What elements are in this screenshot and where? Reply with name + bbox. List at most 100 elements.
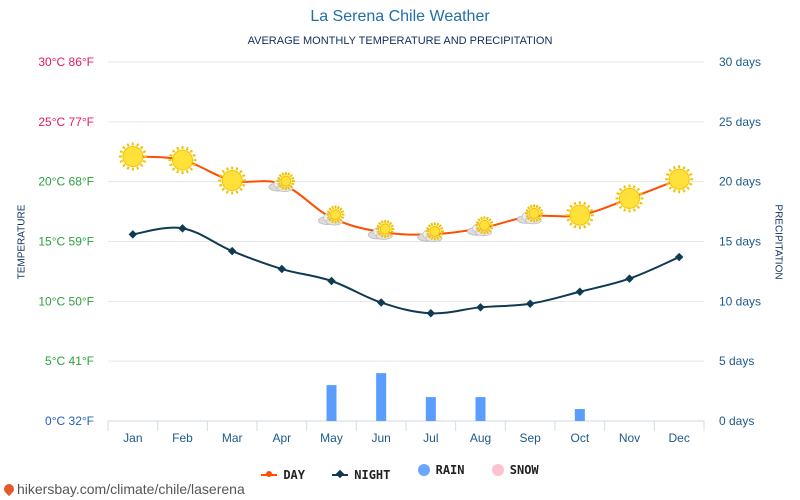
y-tick-right: 15 days xyxy=(719,235,761,249)
sun-ray xyxy=(126,166,130,170)
night-point xyxy=(227,246,237,256)
sun-ray xyxy=(566,208,571,212)
legend-rain-label: RAIN xyxy=(435,463,465,477)
legend-night[interactable]: NIGHT xyxy=(332,468,390,482)
sun-ray xyxy=(122,163,126,168)
sun-ray xyxy=(569,204,573,209)
sun-ray xyxy=(221,169,226,174)
sun-ray xyxy=(239,187,243,192)
sun-ray xyxy=(281,172,285,176)
x-tick-label: Jun xyxy=(371,431,390,445)
sun-ray xyxy=(278,184,283,189)
sun-ray xyxy=(573,201,577,206)
sun-ray xyxy=(326,215,331,219)
sun-ray xyxy=(142,159,147,163)
sun-ray xyxy=(535,218,539,223)
small-sun-icon xyxy=(276,172,295,191)
sun-ray xyxy=(380,234,384,238)
sun-ray xyxy=(218,174,223,178)
sun-ray xyxy=(668,186,673,190)
sun-icon xyxy=(565,201,594,230)
legend-rain[interactable]: RAIN xyxy=(417,463,465,477)
sun-disc xyxy=(619,187,640,209)
sun-ray xyxy=(235,190,239,194)
sun-ray xyxy=(241,183,246,187)
sun-ray xyxy=(525,214,530,218)
sun-ray xyxy=(535,204,539,209)
night-point xyxy=(426,309,436,318)
sun-ray xyxy=(136,166,140,170)
sun-ray xyxy=(438,234,442,239)
y-tick-right: 30 days xyxy=(719,55,761,69)
sun-ray xyxy=(221,187,226,192)
sun-ray xyxy=(390,230,394,234)
x-tick-label: May xyxy=(320,431,343,445)
sun-ray xyxy=(390,224,394,228)
sun-ray xyxy=(436,236,440,241)
sun-ray xyxy=(672,189,676,193)
sun-ray xyxy=(241,174,246,178)
sun-ray xyxy=(616,201,620,205)
sun-ray xyxy=(171,149,176,154)
small-sun-icon xyxy=(326,205,345,224)
sun-ray xyxy=(192,163,196,167)
sun-disc xyxy=(479,219,490,231)
sun-ray xyxy=(682,189,686,193)
x-tick-label: Oct xyxy=(570,431,589,445)
legend-day[interactable]: DAY xyxy=(261,468,305,482)
legend-snow-label: SNOW xyxy=(509,463,539,477)
sun-ray xyxy=(616,192,620,196)
night-point xyxy=(476,303,485,312)
source-link[interactable]: hikersbay.com/climate/chile/laserena xyxy=(1,481,245,497)
sun-ray xyxy=(336,219,340,224)
sun-ray xyxy=(589,208,594,212)
sun-disc xyxy=(172,149,193,171)
sun-disc xyxy=(122,146,144,168)
sun-ray xyxy=(277,176,281,180)
sun-ray xyxy=(192,153,196,157)
sun-disc xyxy=(528,207,540,219)
sun-ray xyxy=(539,209,543,212)
sun-ray xyxy=(218,183,223,187)
sun-ray xyxy=(489,220,494,224)
night-line xyxy=(132,226,680,315)
x-tick-label: Sep xyxy=(519,431,541,445)
sun-ray xyxy=(527,206,531,210)
sun-ray xyxy=(427,224,432,228)
sun-ray xyxy=(636,205,641,210)
sun-ray xyxy=(331,205,335,210)
y-tick-right: 10 days xyxy=(719,294,761,308)
night-point xyxy=(625,274,634,283)
rain-bar xyxy=(425,397,436,421)
rain-bar xyxy=(475,397,486,421)
location-pin-icon xyxy=(1,481,17,497)
legend-snow[interactable]: SNOW xyxy=(491,463,539,477)
sun-ray xyxy=(278,173,283,178)
small-sun-icon xyxy=(376,219,395,238)
x-tick-label: Aug xyxy=(470,431,491,445)
sun-ray xyxy=(632,185,636,189)
sun-ray xyxy=(688,172,693,176)
night-point xyxy=(178,224,187,233)
sun-ray xyxy=(386,220,390,224)
y-tick-left: 5°C 41°F xyxy=(45,354,94,368)
sun-ray xyxy=(426,232,430,236)
sun-ray xyxy=(386,234,390,238)
rain-bar xyxy=(574,409,585,421)
y-tick-right: 20 days xyxy=(719,175,761,189)
sun-ray xyxy=(623,185,627,189)
sun-ray xyxy=(686,168,690,173)
sun-ray xyxy=(682,165,686,170)
sun-ray xyxy=(239,169,243,174)
legend-night-marker xyxy=(332,474,349,476)
sun-ray xyxy=(672,165,676,170)
sun-ray xyxy=(139,145,144,150)
sun-ray xyxy=(586,222,591,226)
sun-ray xyxy=(639,201,643,205)
sun-ray xyxy=(340,210,345,214)
sun-ray xyxy=(326,210,331,214)
sun-ray xyxy=(122,145,126,150)
sun-ray xyxy=(388,221,393,226)
legend-day-label: DAY xyxy=(283,468,306,482)
x-tick-label: Jul xyxy=(423,431,438,445)
